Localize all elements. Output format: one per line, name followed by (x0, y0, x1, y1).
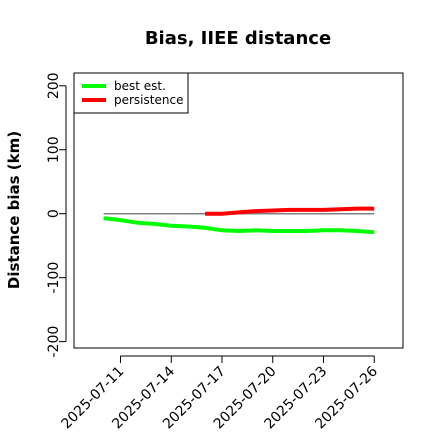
y-tick-label: -200 (46, 326, 62, 358)
y-axis: -200 -100 0 100 200 (46, 72, 67, 358)
legend-label: best est. (114, 79, 166, 93)
y-axis-label: Distance bias (km) (5, 131, 23, 289)
legend-label: persistence (114, 93, 183, 107)
chart-title: Bias, IIEE distance (145, 28, 331, 49)
series-line-persistence (205, 206, 375, 216)
y-tick-label: 0 (46, 209, 62, 218)
y-tick-label: 100 (46, 136, 62, 163)
y-tick-label: 200 (46, 72, 62, 99)
x-axis: 2025-07-112025-07-142025-07-172025-07-20… (58, 355, 381, 432)
series-line-best-est (103, 216, 375, 235)
plot-area (73, 72, 404, 349)
legend-box (73, 72, 189, 114)
legend: best est.persistence (73, 72, 189, 114)
series-layer (103, 206, 375, 235)
y-tick-label: -100 (46, 262, 62, 294)
